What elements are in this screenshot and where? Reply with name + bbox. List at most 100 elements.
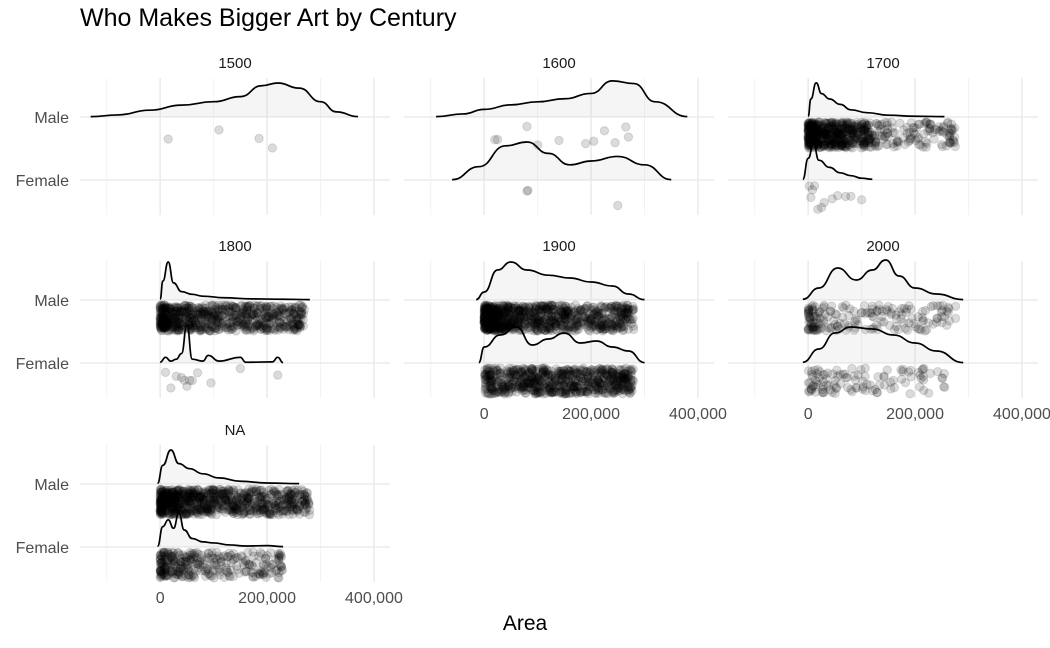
data-point bbox=[831, 124, 842, 134]
data-point bbox=[905, 131, 915, 141]
data-point bbox=[830, 118, 840, 128]
data-point bbox=[231, 303, 241, 313]
data-point bbox=[886, 384, 896, 394]
data-point bbox=[804, 120, 814, 131]
data-point bbox=[825, 118, 836, 128]
data-point bbox=[843, 124, 854, 134]
data-point bbox=[888, 128, 898, 138]
data-point bbox=[807, 135, 817, 145]
data-point bbox=[847, 126, 858, 136]
data-point bbox=[819, 128, 830, 138]
data-point bbox=[860, 118, 870, 129]
data-point bbox=[818, 128, 829, 138]
data-point bbox=[161, 301, 171, 311]
data-point bbox=[848, 124, 858, 134]
data-point bbox=[821, 128, 831, 139]
data-point bbox=[874, 380, 885, 390]
data-point bbox=[852, 127, 862, 138]
data-point bbox=[815, 318, 826, 329]
data-point bbox=[857, 307, 867, 318]
data-point bbox=[822, 126, 832, 137]
data-point bbox=[812, 121, 823, 131]
data-point bbox=[803, 127, 813, 137]
data-point bbox=[858, 125, 869, 135]
data-point bbox=[850, 133, 861, 143]
data-point bbox=[861, 121, 872, 131]
data-point bbox=[174, 503, 184, 514]
data-point bbox=[581, 138, 591, 149]
data-point bbox=[165, 304, 176, 314]
data-point bbox=[821, 125, 832, 135]
data-point bbox=[844, 125, 855, 135]
data-point bbox=[841, 129, 851, 140]
data-point bbox=[909, 122, 919, 133]
data-point bbox=[842, 132, 853, 143]
data-point bbox=[254, 319, 264, 330]
data-point bbox=[856, 117, 867, 127]
data-point bbox=[825, 127, 836, 138]
data-point bbox=[297, 309, 307, 319]
data-point bbox=[902, 122, 912, 132]
data-point bbox=[155, 308, 166, 318]
data-point bbox=[235, 363, 246, 374]
x-tick-label: 200,000 bbox=[238, 590, 296, 607]
data-point bbox=[838, 303, 849, 313]
data-point bbox=[863, 120, 874, 130]
data-point bbox=[228, 485, 238, 496]
facet-label: NA bbox=[225, 422, 246, 439]
data-point bbox=[839, 126, 850, 136]
data-point bbox=[921, 117, 931, 127]
data-point bbox=[840, 136, 850, 146]
data-point bbox=[873, 372, 883, 382]
data-point bbox=[176, 320, 186, 330]
data-point bbox=[233, 317, 244, 327]
data-point bbox=[840, 141, 850, 152]
data-point bbox=[838, 117, 848, 128]
data-point bbox=[847, 143, 858, 153]
data-point bbox=[824, 133, 834, 144]
data-point bbox=[838, 120, 848, 131]
x-tick-label: 0 bbox=[480, 406, 489, 423]
data-point bbox=[804, 136, 814, 146]
data-point bbox=[807, 119, 818, 129]
data-point bbox=[206, 508, 216, 519]
data-point bbox=[805, 134, 815, 144]
data-point bbox=[874, 304, 885, 314]
y-tick-label-female: Female bbox=[16, 173, 69, 190]
data-point bbox=[835, 135, 845, 145]
data-point bbox=[823, 123, 834, 133]
data-point bbox=[811, 120, 821, 131]
data-point bbox=[815, 117, 825, 127]
data-point bbox=[831, 132, 841, 142]
data-point bbox=[158, 311, 169, 322]
density-ridge-female bbox=[452, 141, 672, 181]
data-point bbox=[804, 181, 814, 191]
data-point bbox=[906, 118, 917, 128]
data-point bbox=[829, 122, 839, 133]
data-point bbox=[274, 491, 284, 501]
data-point bbox=[849, 128, 859, 139]
data-point bbox=[840, 122, 850, 132]
data-point bbox=[274, 567, 284, 578]
data-point bbox=[836, 118, 847, 129]
data-point bbox=[610, 137, 620, 148]
data-point bbox=[185, 312, 195, 323]
data-point bbox=[830, 142, 840, 153]
data-point bbox=[245, 300, 255, 311]
data-point bbox=[813, 204, 823, 215]
data-point bbox=[848, 125, 858, 136]
jitter-points-male bbox=[479, 300, 639, 336]
data-point bbox=[944, 132, 955, 142]
data-point bbox=[559, 372, 569, 382]
data-point bbox=[157, 556, 168, 567]
data-point bbox=[811, 130, 821, 140]
data-point bbox=[930, 124, 940, 135]
data-point bbox=[850, 131, 860, 142]
data-point bbox=[215, 504, 226, 514]
data-point bbox=[160, 305, 170, 316]
data-point bbox=[892, 141, 902, 151]
data-point bbox=[842, 117, 852, 127]
data-point bbox=[918, 142, 928, 152]
data-point bbox=[852, 120, 862, 130]
data-point bbox=[805, 131, 815, 141]
